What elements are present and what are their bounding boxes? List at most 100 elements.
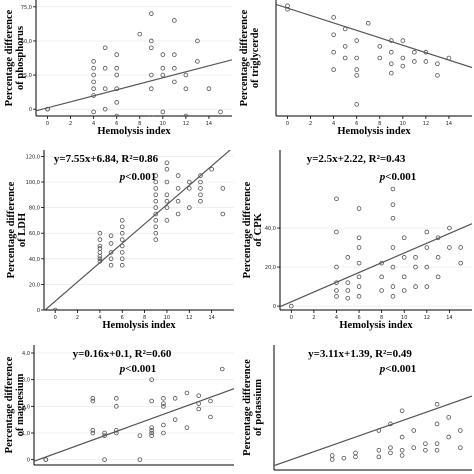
data-point xyxy=(137,31,143,37)
x-tick-label: 6 xyxy=(357,315,360,321)
data-point xyxy=(329,453,335,458)
data-point xyxy=(153,205,159,210)
regression-line xyxy=(280,223,472,308)
y-axis-label: Percentage differenceof LDH xyxy=(6,181,28,278)
points-group xyxy=(52,160,226,310)
x-tick-label: 2 xyxy=(312,315,315,321)
data-point xyxy=(108,241,114,246)
p-value: p<0.001 xyxy=(379,363,417,375)
y-tick-label: 40,0 xyxy=(29,257,40,263)
data-point xyxy=(102,457,107,462)
data-point xyxy=(153,211,159,217)
data-point xyxy=(424,245,430,250)
p-value-text: <0.001 xyxy=(385,363,416,375)
data-point xyxy=(331,49,336,55)
points-group xyxy=(45,11,223,116)
p-value-text: <0.001 xyxy=(125,171,156,183)
data-point xyxy=(108,262,114,268)
data-point xyxy=(288,303,294,309)
points-group xyxy=(285,3,452,107)
y-tick-label: 20,0 xyxy=(29,282,40,288)
data-point xyxy=(356,260,362,266)
data-point xyxy=(91,59,96,64)
y-axis-label-line: Percentage difference xyxy=(239,9,250,106)
data-point xyxy=(377,44,383,49)
data-point xyxy=(424,264,430,270)
data-point xyxy=(423,447,428,453)
data-point xyxy=(354,55,360,61)
data-point xyxy=(356,235,362,241)
data-point xyxy=(354,38,360,43)
data-point xyxy=(356,284,362,289)
data-point xyxy=(458,245,464,250)
p-value: p<0.001 xyxy=(119,171,157,183)
points-group xyxy=(329,401,463,462)
y-axis-label: Percentage differenceof CPK xyxy=(242,181,264,278)
data-point xyxy=(353,454,358,460)
data-point xyxy=(153,198,159,204)
data-point xyxy=(172,65,177,71)
x-tick-label: 0 xyxy=(54,315,57,321)
data-point xyxy=(164,179,170,185)
y-axis-label: Percentage differenceof phosphorus xyxy=(4,9,26,106)
x-tick-label: 4 xyxy=(335,315,338,321)
data-point xyxy=(161,422,166,428)
data-point xyxy=(354,73,360,78)
data-point xyxy=(198,173,203,178)
p-value-text: <0.001 xyxy=(125,363,156,375)
data-point xyxy=(97,237,103,242)
data-point xyxy=(356,274,362,280)
data-point xyxy=(447,245,452,250)
y-tick-label: 0 xyxy=(27,458,30,464)
data-point xyxy=(434,447,440,453)
data-point xyxy=(196,393,202,398)
data-point xyxy=(97,246,103,251)
data-point xyxy=(102,433,107,438)
data-point xyxy=(90,398,96,404)
data-point xyxy=(119,230,125,236)
data-point xyxy=(412,49,417,55)
x-tick-label: 14 xyxy=(446,315,452,321)
data-point xyxy=(446,415,452,420)
data-point xyxy=(161,404,166,409)
x-tick-label: 2 xyxy=(69,121,72,127)
y-axis-label-line: Percentage difference xyxy=(6,181,17,278)
regression-equation: y=0.16x+0.1, R²=0.60 xyxy=(73,348,172,360)
y-axis-label-line: Percentage difference xyxy=(242,181,253,278)
data-point xyxy=(390,202,396,207)
data-point xyxy=(198,179,203,185)
data-point xyxy=(102,45,108,51)
data-point xyxy=(390,264,396,270)
data-point xyxy=(108,256,114,262)
data-point xyxy=(198,198,203,204)
x-tick-label: 8 xyxy=(138,121,141,127)
data-point xyxy=(149,433,154,438)
data-point xyxy=(119,250,125,255)
panel-potassium: Percentage differenceof potassium y=3.11x… xyxy=(242,345,472,471)
data-point xyxy=(164,218,170,223)
data-point xyxy=(137,433,143,438)
data-point xyxy=(334,288,339,293)
data-point xyxy=(424,284,430,289)
x-tick-label: 6 xyxy=(355,121,358,127)
x-tick-label: 8 xyxy=(378,121,381,127)
data-point xyxy=(401,255,407,260)
data-point xyxy=(342,55,348,61)
data-point xyxy=(175,186,181,191)
data-point xyxy=(341,455,347,461)
data-point xyxy=(447,225,452,231)
data-point xyxy=(148,11,154,16)
y-axis-label-line: of magnesium xyxy=(15,373,26,436)
data-point xyxy=(114,113,120,116)
data-point xyxy=(90,396,96,401)
data-point xyxy=(160,72,166,78)
x-tick-label: 4 xyxy=(332,121,335,127)
data-point xyxy=(354,102,360,107)
data-point xyxy=(331,15,336,20)
data-point xyxy=(114,396,119,401)
data-point xyxy=(43,457,49,462)
data-point xyxy=(108,250,114,255)
data-point xyxy=(208,414,213,420)
data-point xyxy=(218,109,223,115)
